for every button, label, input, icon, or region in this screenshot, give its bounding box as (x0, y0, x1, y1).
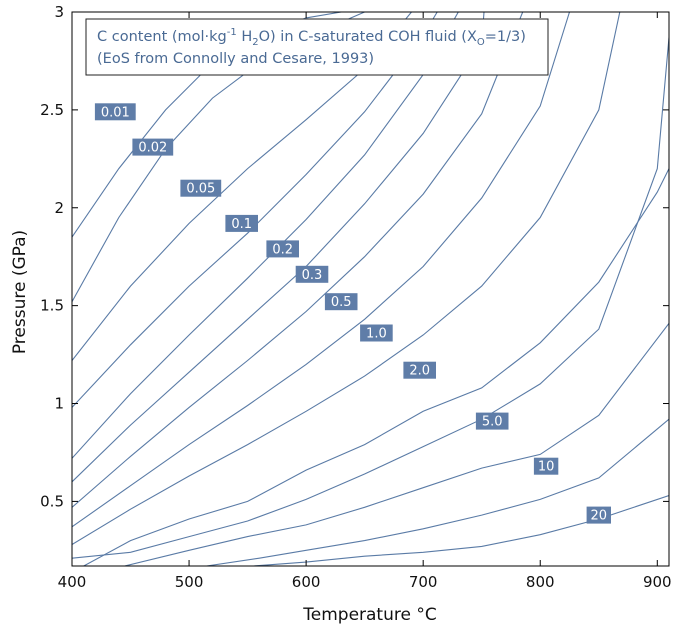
y-tick-label-2: 1.5 (40, 297, 64, 315)
legend-box: C content (mol·kg-1 H2O) in C-saturated … (85, 18, 549, 76)
legend-line-1: C content (mol·kg-1 H2O) in C-saturated … (97, 27, 526, 48)
contour-label-box-7 (360, 324, 393, 342)
legend-text-c: O) in C-saturated COH fluid (X (259, 29, 477, 45)
legend-frame (85, 18, 549, 76)
contour-line-8 (72, 12, 621, 545)
plot-frame (71, 11, 670, 567)
x-axis-title: Temperature °C (302, 605, 436, 625)
contour-label-box-8 (403, 361, 436, 379)
y-tick-label-5: 3 (54, 3, 64, 21)
contour-label-box-2 (180, 179, 222, 197)
y-tick-label-3: 2 (54, 199, 64, 217)
contour-label-6: 0.5 (331, 295, 352, 310)
contour-label-5: 0.3 (302, 268, 323, 283)
legend-text-a: C content (mol·kg (97, 29, 227, 45)
contour-label-box-6 (324, 293, 358, 311)
contour-label-0: 0.01 (101, 105, 130, 120)
contour-label-1: 0.02 (138, 141, 167, 156)
contour-line-11 (124, 322, 669, 566)
y-tick-label-0: 0.5 (40, 492, 64, 510)
contour-line-12 (206, 418, 669, 566)
contour-labels: 0.01 0.02 0.05 0.1 0.2 0.3 0.5 1.0 2.0 5.0 10 20 (94, 103, 611, 524)
contour-line-13 (253, 494, 669, 566)
contour-line-9 (83, 168, 669, 566)
y-tick-label-1: 1 (54, 395, 64, 413)
legend-text-b: H (237, 29, 253, 45)
legend-sub-o: O (477, 37, 485, 48)
contour-label-box-0 (94, 103, 136, 121)
x-tick-label-1: 500 (175, 573, 204, 591)
contour-label-box-5 (295, 265, 329, 283)
legend-line-2: (EoS from Connolly and Cesare, 1993) (97, 51, 374, 67)
contour-label-3: 0.1 (231, 217, 252, 232)
contour-label-box-11 (586, 506, 611, 524)
contour-line-10 (72, 37, 669, 559)
contour-label-2: 0.05 (186, 182, 215, 197)
x-tick-label-3: 700 (409, 573, 438, 591)
legend-text-d: =1/3) (485, 29, 526, 45)
y-tick-label-4: 2.5 (40, 101, 64, 119)
contour-line-6 (72, 12, 524, 508)
contour-label-9: 5.0 (482, 415, 503, 430)
contour-label-4: 0.2 (272, 242, 293, 257)
contour-label-8: 2.0 (409, 364, 430, 379)
contour-label-7: 1.0 (366, 327, 387, 342)
y-axis-ticks: 0.5 1 1.5 2 2.5 3 (40, 3, 669, 510)
legend-sub-2: 2 (252, 37, 258, 48)
contour-label-box-3 (225, 214, 258, 232)
contour-lines (72, 12, 669, 566)
x-tick-label-4: 800 (526, 573, 555, 591)
x-tick-label-2: 600 (292, 573, 321, 591)
y-axis-title: Pressure (GPa) (10, 230, 30, 354)
contour-label-box-4 (266, 240, 299, 258)
x-tick-label-0: 400 (58, 573, 87, 591)
x-tick-label-5: 900 (643, 573, 672, 591)
contour-label-box-1 (132, 138, 174, 156)
contour-label-11: 20 (591, 509, 608, 524)
x-axis-ticks: 400 500 600 700 800 900 (58, 12, 672, 591)
contour-label-box-9 (475, 412, 509, 430)
contour-label-box-10 (533, 457, 559, 475)
contour-line-7 (72, 12, 571, 528)
contour-line-4 (72, 12, 459, 459)
legend-sup-exponent: -1 (227, 27, 237, 38)
contour-label-10: 10 (538, 460, 555, 475)
